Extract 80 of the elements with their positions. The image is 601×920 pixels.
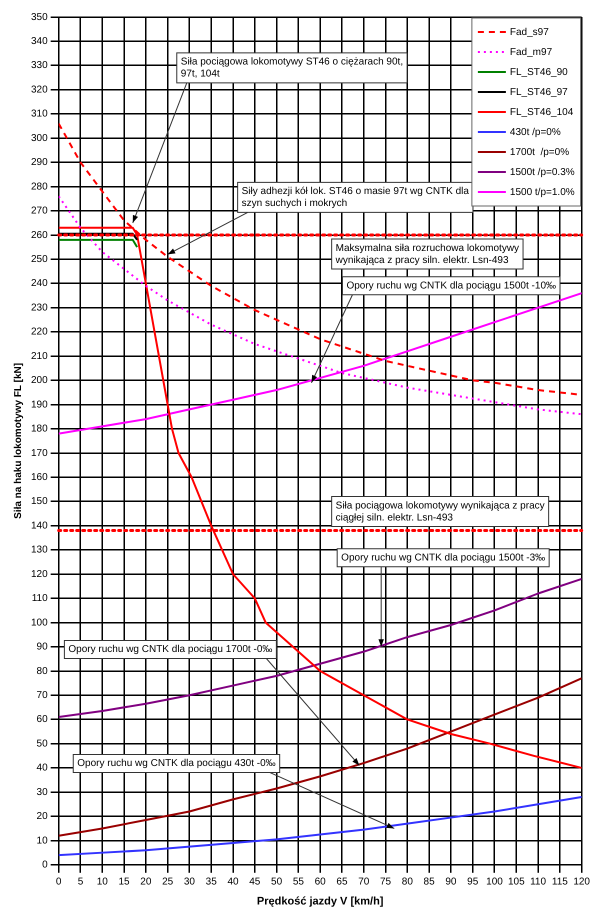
y-tick-label: 270 xyxy=(30,206,48,217)
y-tick-label: 290 xyxy=(30,157,48,168)
annotation: Opory ruchu wg CNTK dla pociągu 1700t -0‰ xyxy=(68,644,272,656)
y-tick-label: 110 xyxy=(32,593,48,604)
y-tick-label: 180 xyxy=(30,424,48,435)
x-tick-label: 105 xyxy=(508,876,526,888)
annotation: Opory ruchu wg CNTK dla pociągu 1500t -10‰ xyxy=(346,280,556,292)
x-tick-label: 15 xyxy=(118,876,130,888)
annotation: Opory ruchu wg CNTK dla pociągu 1500t -3‰ xyxy=(341,552,546,564)
x-tick-label: 55 xyxy=(292,876,304,888)
y-tick-label: 190 xyxy=(30,399,48,410)
ref-line-label: Maksymalna siła rozruchowa lokomotywy wynikająca z pracy siln. elektr. Lsn-493 xyxy=(334,242,520,266)
x-tick-label: 25 xyxy=(162,876,174,888)
x-tick-label: 115 xyxy=(552,876,568,888)
x-tick-label: 40 xyxy=(227,876,240,888)
x-axis-title: Prędkość jazdy V [km/h] xyxy=(256,895,384,908)
y-tick-label: 70 xyxy=(36,690,48,701)
legend-label: 1500t /p=0.3% xyxy=(510,166,575,178)
y-tick-label: 120 xyxy=(30,568,48,580)
x-tick-label: 100 xyxy=(486,876,504,888)
x-tick-label: 65 xyxy=(336,876,348,888)
legend-label: FL_ST46_90 xyxy=(510,66,568,78)
legend-label: 1700t /p=0% xyxy=(510,146,570,158)
x-tick-label: 0 xyxy=(56,876,62,888)
y-tick-label: 220 xyxy=(30,326,48,338)
y-tick-label: 350 xyxy=(30,12,48,23)
y-tick-label: 90 xyxy=(36,642,48,653)
y-tick-label: 300 xyxy=(30,132,48,144)
x-tick-label: 85 xyxy=(424,876,436,888)
y-tick-label: 50 xyxy=(36,738,48,750)
annotation: Siła pociągowa lokomotywy ST46 o ciężarach 90t, 97t, 104t xyxy=(180,56,404,80)
y-axis-title: Siła na haku lokomotywy FL [kN] xyxy=(12,362,24,519)
y-tick-label: 280 xyxy=(30,181,48,192)
y-tick-label: 80 xyxy=(36,666,48,677)
annotation: Opory ruchu wg CNTK dla pociągu 430t -0‰ xyxy=(77,758,276,770)
y-tick-label: 10 xyxy=(36,835,48,846)
legend-label: 1500 t/p=1.0% xyxy=(510,186,575,198)
x-tick-label: 20 xyxy=(140,876,152,888)
y-tick-label: 200 xyxy=(30,375,48,386)
y-tick-label: 330 xyxy=(30,60,48,72)
x-tick-label: 50 xyxy=(271,876,283,888)
legend-label: Fad_m97 xyxy=(510,46,553,58)
legend-label: FL_ST46_97 xyxy=(510,86,568,98)
x-tick-label: 30 xyxy=(184,876,196,888)
x-tick-label: 45 xyxy=(249,876,261,888)
x-tick-label: 5 xyxy=(78,876,84,888)
y-tick-label: 20 xyxy=(36,811,48,822)
y-tick-label: 0 xyxy=(42,860,48,871)
x-tick-label: 70 xyxy=(358,876,370,888)
x-tick-label: 95 xyxy=(467,876,479,888)
y-tick-label: 40 xyxy=(36,762,48,774)
legend-label: FL_ST46_104 xyxy=(510,106,574,118)
legend-label: Fad_s97 xyxy=(510,26,550,38)
annotation: Siły adhezji kół lok. ST46 o masie 97t wg CNTK dla szyn suchych i mokrych xyxy=(242,186,470,210)
y-tick-label: 230 xyxy=(30,302,48,314)
y-tick-label: 100 xyxy=(30,617,48,628)
y-tick-label: 140 xyxy=(30,520,48,532)
x-tick-label: 10 xyxy=(96,876,108,888)
y-tick-label: 60 xyxy=(36,714,48,726)
y-tick-label: 170 xyxy=(30,448,48,459)
x-tick-label: 75 xyxy=(380,876,392,888)
ref-line-label: Siła pociągowa lokomotywy wynikająca z pracy ciągłej siln. elektr. Lsn-493 xyxy=(336,500,545,524)
y-tick-label: 250 xyxy=(30,254,48,265)
x-tick-label: 90 xyxy=(445,876,457,888)
legend-label: 430t /p=0% xyxy=(510,126,561,138)
y-tick-label: 210 xyxy=(30,350,48,362)
y-tick-label: 320 xyxy=(30,84,48,96)
y-tick-label: 130 xyxy=(30,544,48,556)
y-tick-label: 30 xyxy=(36,786,48,798)
y-tick-label: 160 xyxy=(30,472,48,483)
x-tick-label: 120 xyxy=(573,876,590,888)
y-tick-label: 260 xyxy=(30,230,48,241)
y-tick-label: 150 xyxy=(30,496,48,508)
y-tick-label: 240 xyxy=(30,278,48,290)
x-tick-label: 80 xyxy=(402,876,414,888)
y-tick-label: 340 xyxy=(30,36,48,47)
x-tick-label: 60 xyxy=(314,876,326,888)
x-tick-label: 110 xyxy=(530,876,546,888)
y-tick-label: 310 xyxy=(30,108,48,120)
x-tick-label: 35 xyxy=(206,876,218,888)
